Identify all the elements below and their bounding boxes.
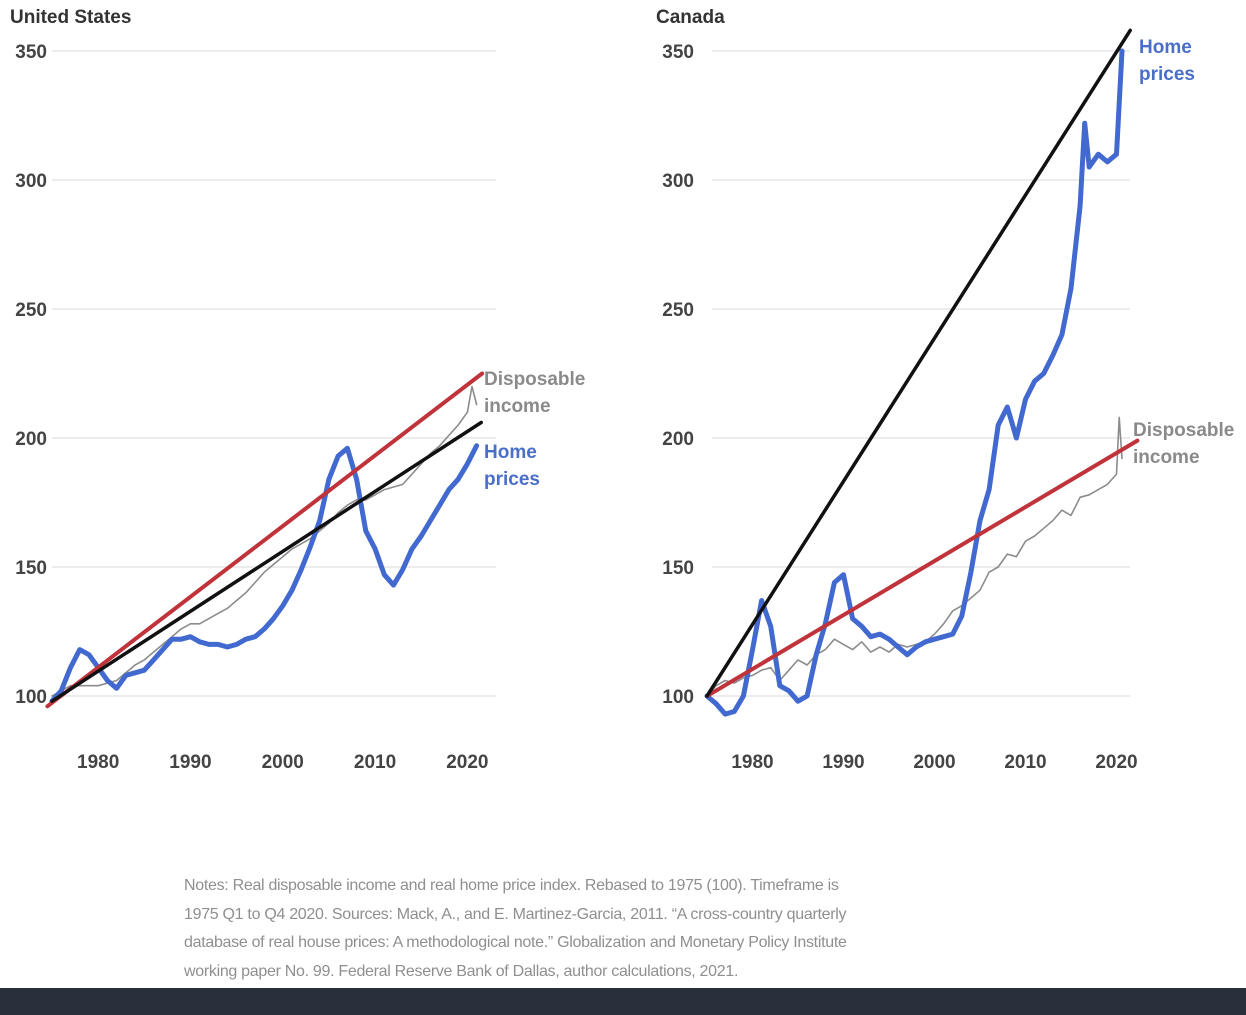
series-disposable-income-line (706, 416, 1123, 697)
x-axis-ticks: 1980 1990 2000 2010 2020 (77, 752, 488, 773)
label-disposable-income-line1: Disposable (1133, 420, 1234, 441)
x-tick-label: 2010 (354, 752, 396, 773)
series-trend-black-line (50, 420, 483, 703)
y-tick-label: 200 (662, 429, 694, 450)
label-disposable-income-line1: Disposable (484, 369, 585, 390)
x-tick-label: 1990 (169, 752, 211, 773)
y-tick-label: 300 (15, 171, 47, 192)
series-layer (704, 28, 1140, 717)
x-tick-label: 1990 (822, 752, 864, 773)
x-tick-label: 2010 (1004, 752, 1046, 773)
panel-united-states: United States 100 150 200 250 300 350 1980 199… (10, 7, 585, 773)
y-tick-label: 250 (662, 300, 694, 321)
label-home-prices-line1: Home (1139, 37, 1192, 58)
series-layer (45, 371, 485, 709)
chart-notes: Notes: Real disposable income and real h… (184, 872, 1084, 986)
notes-line: working paper No. 99. Federal Reserve Ba… (184, 962, 739, 980)
x-tick-label: 2000 (262, 752, 304, 773)
y-tick-label: 200 (15, 429, 47, 450)
series-trend-red-line (45, 371, 485, 709)
y-tick-label: 350 (15, 42, 47, 63)
x-axis-ticks: 1980 1990 2000 2010 2020 (731, 752, 1137, 773)
y-tick-label: 100 (662, 687, 694, 708)
series-labels: Disposable income Home prices (484, 369, 585, 490)
y-axis-ticks: 100 150 200 250 300 350 (662, 42, 694, 708)
y-tick-label: 150 (662, 558, 694, 579)
y-tick-label: 250 (15, 300, 47, 321)
gridlines (52, 50, 496, 697)
panel-canada: Canada 100 150 200 250 300 350 1980 1990 2000 20… (656, 7, 1234, 773)
y-axis-ticks: 100 150 200 250 300 350 (15, 42, 47, 708)
label-disposable-income-line2: income (484, 396, 551, 417)
label-disposable-income-line2: income (1133, 447, 1200, 468)
x-tick-label: 1980 (731, 752, 773, 773)
x-tick-label: 2000 (913, 752, 955, 773)
gridlines (712, 50, 1130, 697)
notes-line: 1975 Q1 to Q4 2020. Sources: Mack, A., a… (184, 905, 847, 923)
y-tick-label: 350 (662, 42, 694, 63)
label-home-prices-line1: Home (484, 442, 537, 463)
y-tick-label: 150 (15, 558, 47, 579)
x-tick-label: 2020 (446, 752, 488, 773)
x-tick-label: 1980 (77, 752, 119, 773)
label-home-prices-line2: prices (484, 469, 540, 490)
y-tick-label: 100 (15, 687, 47, 708)
notes-line: Notes: Real disposable income and real h… (184, 877, 839, 894)
notes-line: database of real house prices: A methodo… (184, 934, 847, 951)
y-tick-label: 300 (662, 171, 694, 192)
bottom-bar (0, 988, 1246, 1015)
panel-title: United States (10, 7, 131, 28)
x-tick-label: 2020 (1095, 752, 1137, 773)
label-home-prices-line2: prices (1139, 64, 1195, 85)
panel-title: Canada (656, 7, 725, 28)
series-labels: Home prices Disposable income (1133, 37, 1234, 468)
series-trend-red-line (705, 438, 1140, 698)
series-home-prices-line (704, 48, 1125, 717)
series-home-prices-line (49, 443, 480, 704)
series-trend-black-line (705, 28, 1132, 698)
